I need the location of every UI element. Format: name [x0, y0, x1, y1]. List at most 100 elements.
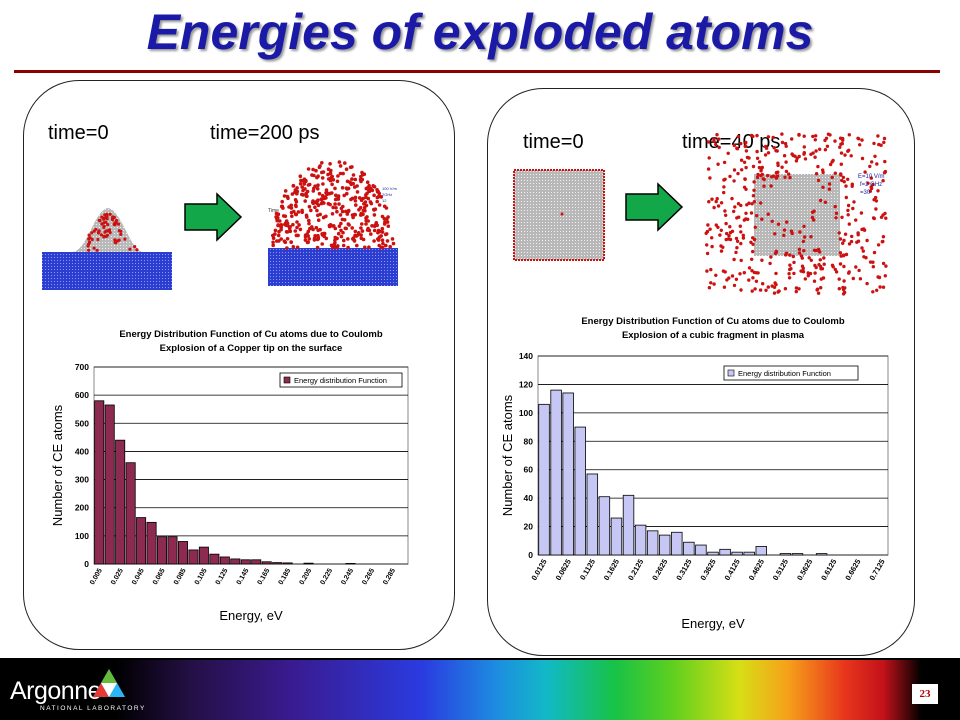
- x-tick-label: 0.2125: [626, 558, 645, 582]
- bar: [282, 562, 293, 565]
- bar: [610, 517, 623, 556]
- y-tick-label: 700: [75, 362, 89, 372]
- y-tick-label: 0: [84, 559, 89, 569]
- bar: [586, 473, 599, 556]
- x-tick-label: 0.6125: [819, 558, 838, 582]
- chart-legend: Energy distribution Function: [279, 372, 403, 388]
- x-tick-label: 0.0125: [529, 558, 548, 582]
- bar: [146, 521, 157, 565]
- x-tick-label: 0.5625: [795, 558, 814, 582]
- bar: [646, 530, 659, 556]
- x-tick-label: 0.025: [110, 567, 125, 586]
- left-time-start-label: time=0: [48, 122, 109, 144]
- bar: [695, 544, 707, 556]
- argonne-logo-text: Argonne: [10, 677, 102, 705]
- y-tick-label: 0: [528, 550, 533, 560]
- x-tick-label: 0.205: [299, 567, 314, 586]
- x-tick-label: 0.4125: [723, 558, 742, 582]
- y-tick-label: 300: [75, 475, 89, 485]
- bar: [574, 426, 586, 556]
- bar: [598, 496, 611, 556]
- bar: [683, 541, 695, 556]
- right-arrow: [625, 182, 684, 232]
- legend-label: Energy distribution Function: [738, 369, 831, 378]
- bar: [731, 551, 743, 556]
- x-axis-label: Energy, eV: [219, 608, 283, 623]
- x-tick-label: 0.7125: [867, 558, 886, 582]
- chart-legend: Energy distribution Function: [723, 365, 859, 381]
- left-substrate: [42, 252, 172, 290]
- left-tip-exploded-image: Time 100 V/m 2GHz 12: [268, 160, 398, 286]
- bar: [209, 553, 220, 565]
- x-tick-label: 0.6625: [843, 558, 862, 582]
- bar: [671, 531, 683, 556]
- y-tick-label: 600: [75, 390, 89, 400]
- x-tick-label: 0.245: [340, 567, 355, 586]
- x-tick-label: 0.5125: [771, 558, 790, 582]
- slide-title: Energies of exploded atoms: [146, 4, 814, 60]
- bar: [659, 534, 671, 556]
- y-tick-label: 120: [519, 379, 533, 389]
- bar: [188, 549, 199, 565]
- x-tick-label: 0.4625: [747, 558, 766, 582]
- bar: [230, 558, 241, 565]
- left-sim-annotation-freq: 2GHz: [382, 192, 392, 197]
- bar: [755, 546, 767, 556]
- bar: [622, 494, 635, 556]
- y-tick-label: 500: [75, 418, 89, 428]
- x-tick-label: 0.265: [361, 567, 376, 586]
- x-tick-label: 0.1625: [602, 558, 621, 582]
- bar: [345, 563, 356, 565]
- left-tip-initial-image: [42, 208, 172, 290]
- left-substrate-final: [268, 248, 398, 286]
- bar: [251, 559, 262, 565]
- left-sim-annotation-field: 100 V/m: [382, 186, 398, 191]
- chart-title-line: Explosion of a cubic fragment in plasma: [622, 330, 805, 341]
- bar: [779, 553, 792, 556]
- chart-title-line: Energy Distribution Function of Cu atoms…: [581, 316, 845, 327]
- y-tick-label: 20: [524, 522, 534, 532]
- footer-bar: [0, 660, 960, 720]
- bar: [136, 517, 147, 565]
- bar: [791, 553, 804, 556]
- chart-title-line: Energy Distribution Function of Cu atoms…: [119, 329, 383, 340]
- y-tick-label: 100: [75, 531, 89, 541]
- x-axis-label: Energy, eV: [681, 616, 745, 631]
- x-tick-label: 0.125: [215, 567, 230, 586]
- right-energy-chart: Energy Distribution Function of Cu atoms…: [500, 316, 889, 631]
- right-sim-annotation-extra: =30: [860, 190, 871, 196]
- left-sim-annotation-time: Time: [268, 208, 279, 214]
- footer-top-rule: [0, 658, 960, 660]
- bar: [538, 403, 550, 556]
- right-time-start-label: time=0: [523, 131, 584, 153]
- page-number: 23: [912, 684, 938, 704]
- y-tick-label: 140: [519, 351, 533, 361]
- bar: [261, 561, 272, 565]
- x-tick-label: 0.165: [257, 567, 272, 586]
- x-tick-label: 0.085: [173, 567, 188, 586]
- bar: [115, 439, 126, 565]
- x-tick-label: 0.065: [152, 567, 167, 586]
- y-tick-label: 40: [524, 493, 534, 503]
- x-tick-label: 0.225: [319, 567, 334, 586]
- bar: [272, 562, 283, 565]
- bar: [104, 404, 115, 565]
- bar: [94, 400, 105, 565]
- right-cube-initial-image: [513, 169, 605, 261]
- bar: [634, 524, 647, 556]
- bar: [815, 553, 828, 556]
- y-tick-label: 80: [524, 436, 534, 446]
- right-sim-annotation-field: E=10 V/m: [858, 174, 885, 180]
- title-divider: [14, 70, 940, 73]
- bar: [562, 392, 574, 556]
- bar: [198, 546, 209, 565]
- argonne-logo-subtitle: NATIONAL LABORATORY: [40, 705, 146, 712]
- x-tick-label: 0.005: [89, 567, 104, 586]
- legend-swatch: [727, 369, 735, 377]
- argonne-logo-icon: [93, 669, 125, 697]
- y-axis-label: Number of CE atoms: [50, 404, 65, 526]
- y-tick-label: 200: [75, 503, 89, 513]
- left-energy-chart: Energy Distribution Function of Cu atoms…: [50, 329, 409, 623]
- right-cube-exploded-image: E=10 V/m f=2 GHz =30: [704, 132, 888, 296]
- chart-title-line: Explosion of a Copper tip on the surface: [160, 343, 343, 354]
